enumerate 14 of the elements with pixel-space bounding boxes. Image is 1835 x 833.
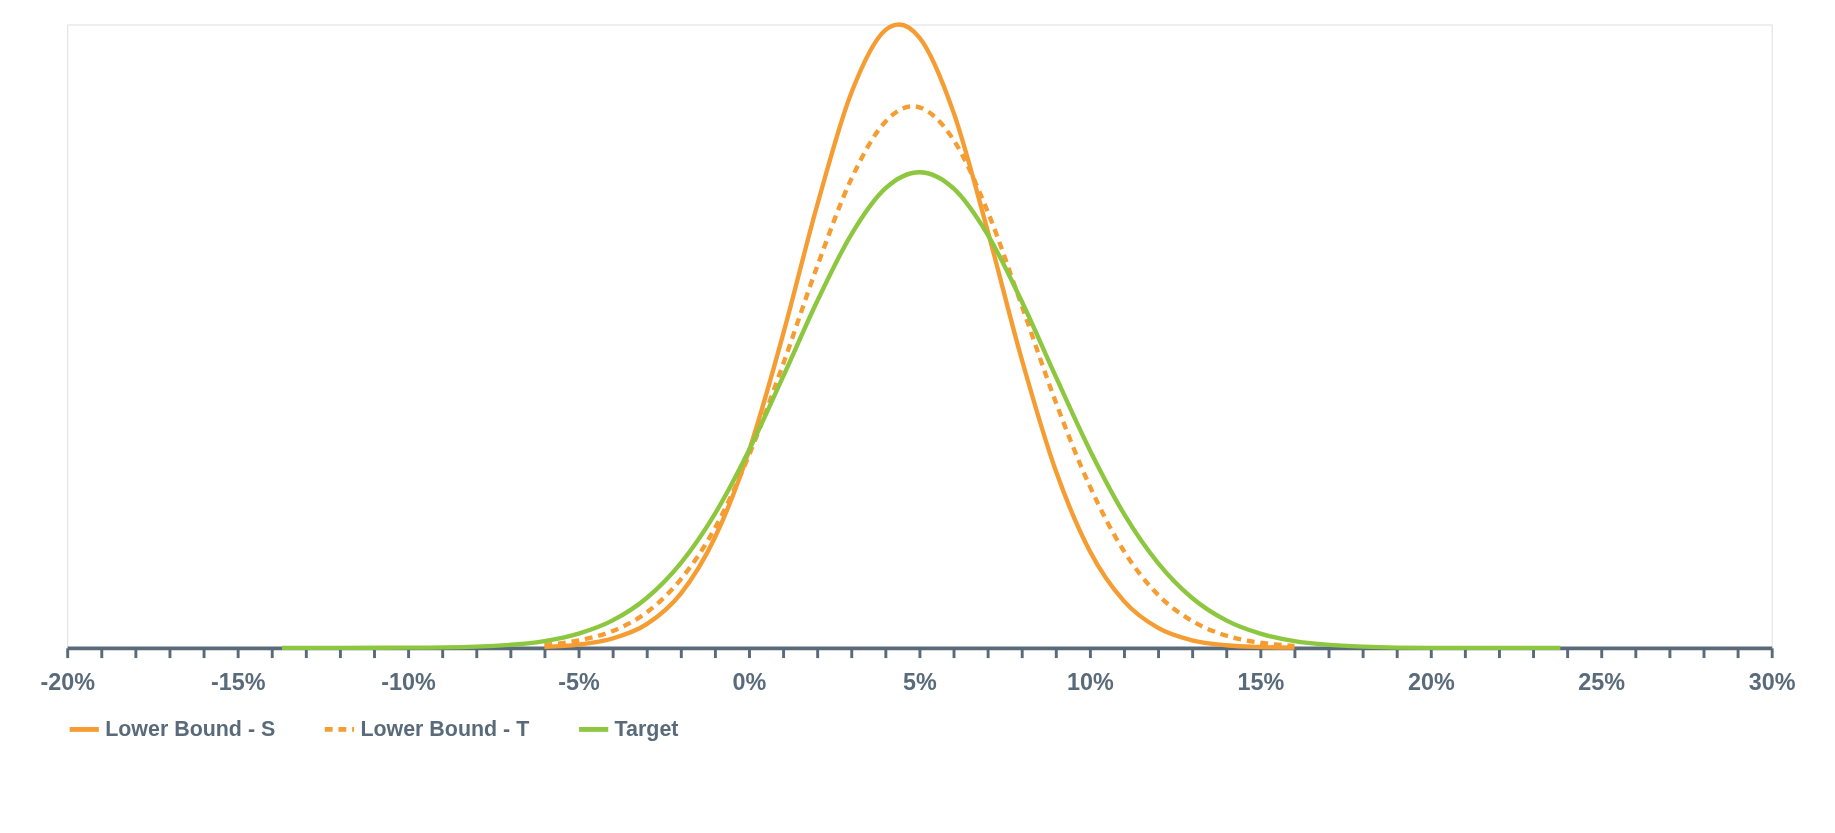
x-tick-label: -5% [558, 669, 601, 696]
x-tick-label: 5% [903, 669, 938, 696]
x-tick-label: 0% [732, 669, 767, 696]
legend-label: Lower Bound - T [360, 717, 530, 742]
x-tick-label: 30% [1748, 669, 1796, 696]
x-tick-label: 10% [1067, 669, 1114, 696]
x-tick-label: 15% [1237, 669, 1285, 696]
x-tick-label: -20% [40, 669, 96, 696]
x-tick-label: -15% [210, 669, 266, 696]
legend-label: Lower Bound - S [105, 717, 276, 742]
legend-label: Target [614, 717, 679, 742]
x-tick-label: -10% [381, 669, 437, 696]
x-tick-label: 20% [1407, 669, 1455, 696]
x-tick-label: 25% [1578, 669, 1626, 696]
